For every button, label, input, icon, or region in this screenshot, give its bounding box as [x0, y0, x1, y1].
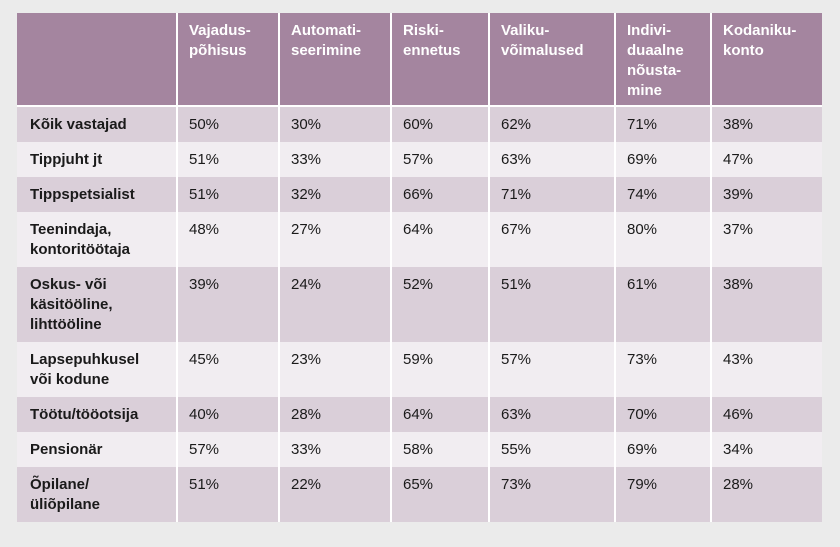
data-table: Vajadus- põhisus Automati- seerimine Riski…	[17, 13, 822, 522]
table-cell: 69%	[614, 432, 711, 467]
table-cell: 64%	[390, 212, 489, 267]
table-cell: 45%	[176, 342, 279, 397]
table-cell: 33%	[278, 142, 391, 177]
table-cell: 73%	[614, 342, 711, 397]
table-row: Lapsepuhkusel või kodune 45% 23% 59% 57% 73% 4…	[17, 342, 822, 397]
row-label: Kõik vastajad	[17, 106, 177, 142]
table-cell: 52%	[390, 267, 489, 342]
header-row: Vajadus- põhisus Automati- seerimine Riski…	[17, 13, 822, 107]
table-row: Pensionär 57% 33% 58% 55% 69% 34%	[17, 432, 822, 467]
table-cell: 30%	[278, 106, 391, 142]
column-header: Valiku- võimalused	[488, 13, 615, 107]
table-cell: 80%	[614, 212, 711, 267]
row-label: Õpilane/ üliõpilane	[17, 467, 177, 522]
header-corner-cell	[17, 13, 177, 107]
table-row: Kõik vastajad 50% 30% 60% 62% 71% 38%	[17, 106, 822, 142]
table-cell: 61%	[614, 267, 711, 342]
table-cell: 66%	[390, 177, 489, 212]
table-cell: 51%	[176, 467, 279, 522]
table-row: Tippspetsialist 51% 32% 66% 71% 74% 39%	[17, 177, 822, 212]
table-cell: 47%	[710, 142, 822, 177]
table-cell: 27%	[278, 212, 391, 267]
row-label: Tippjuht jt	[17, 142, 177, 177]
table-cell: 50%	[176, 106, 279, 142]
table-cell: 60%	[390, 106, 489, 142]
table-row: Oskus- või käsitööline, lihttööline 39% 24…	[17, 267, 822, 342]
table-cell: 34%	[710, 432, 822, 467]
column-header: Vajadus- põhisus	[176, 13, 279, 107]
table-cell: 62%	[488, 106, 615, 142]
table-cell: 57%	[488, 342, 615, 397]
table-cell: 74%	[614, 177, 711, 212]
table-cell: 23%	[278, 342, 391, 397]
table-row: Tippjuht jt 51% 33% 57% 63% 69% 47%	[17, 142, 822, 177]
table-cell: 63%	[488, 142, 615, 177]
table-cell: 32%	[278, 177, 391, 212]
table-cell: 58%	[390, 432, 489, 467]
table-row: Teenindaja, kontoritöötaja 48% 27% 64% 67% 80…	[17, 212, 822, 267]
table-row: Töötu/tööotsija 40% 28% 64% 63% 70% 46%	[17, 397, 822, 432]
column-header: Riski- ennetus	[390, 13, 489, 107]
table-cell: 57%	[176, 432, 279, 467]
table-cell: 65%	[390, 467, 489, 522]
table-cell: 22%	[278, 467, 391, 522]
table-cell: 33%	[278, 432, 391, 467]
table-cell: 51%	[176, 142, 279, 177]
column-header: Automati- seerimine	[278, 13, 391, 107]
table-cell: 71%	[614, 106, 711, 142]
table-cell: 73%	[488, 467, 615, 522]
table-cell: 28%	[278, 397, 391, 432]
table-cell: 28%	[710, 467, 822, 522]
table-cell: 40%	[176, 397, 279, 432]
table-cell: 70%	[614, 397, 711, 432]
column-header: Indivi- duaalne nõusta- mine	[614, 13, 711, 107]
table-cell: 39%	[176, 267, 279, 342]
row-label: Töötu/tööotsija	[17, 397, 177, 432]
table-row: Õpilane/ üliõpilane 51% 22% 65% 73% 79% 28%	[17, 467, 822, 522]
table-cell: 51%	[176, 177, 279, 212]
table-cell: 59%	[390, 342, 489, 397]
table-cell: 38%	[710, 106, 822, 142]
row-label: Teenindaja, kontoritöötaja	[17, 212, 177, 267]
table-cell: 64%	[390, 397, 489, 432]
row-label: Pensionär	[17, 432, 177, 467]
table-cell: 39%	[710, 177, 822, 212]
table-cell: 43%	[710, 342, 822, 397]
table-cell: 79%	[614, 467, 711, 522]
table-cell: 67%	[488, 212, 615, 267]
row-label: Oskus- või käsitööline, lihttööline	[17, 267, 177, 342]
table-cell: 37%	[710, 212, 822, 267]
table-cell: 38%	[710, 267, 822, 342]
row-label: Tippspetsialist	[17, 177, 177, 212]
table-cell: 24%	[278, 267, 391, 342]
table-body: Kõik vastajad 50% 30% 60% 62% 71% 38% Tippjuht …	[17, 106, 822, 522]
table-cell: 71%	[488, 177, 615, 212]
table-cell: 69%	[614, 142, 711, 177]
table-cell: 51%	[488, 267, 615, 342]
table-cell: 57%	[390, 142, 489, 177]
table-cell: 63%	[488, 397, 615, 432]
column-header: Kodaniku- konto	[710, 13, 822, 107]
table-cell: 55%	[488, 432, 615, 467]
table-cell: 46%	[710, 397, 822, 432]
row-label: Lapsepuhkusel või kodune	[17, 342, 177, 397]
table-cell: 48%	[176, 212, 279, 267]
